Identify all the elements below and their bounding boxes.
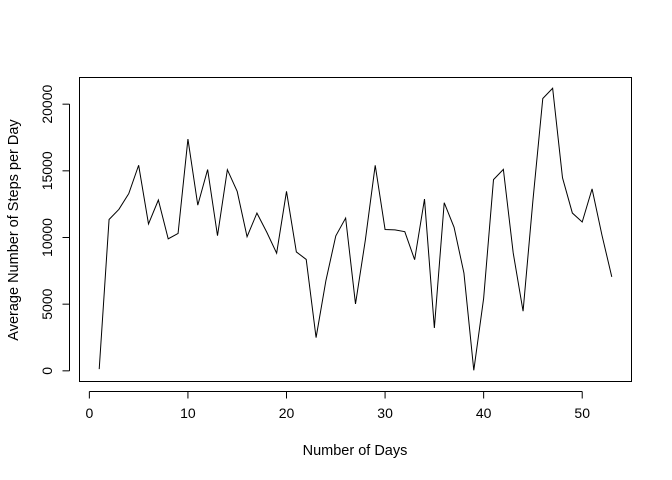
y-tick-label: 20000 bbox=[39, 84, 55, 123]
series-line bbox=[98, 87, 613, 371]
x-tick-label: 20 bbox=[279, 405, 295, 421]
x-tick-label: 30 bbox=[377, 405, 393, 421]
x-tick-label: 10 bbox=[180, 405, 196, 421]
y-tick-label: 10000 bbox=[39, 218, 55, 257]
y-tick-label: 0 bbox=[39, 367, 55, 375]
y-tick-label: 15000 bbox=[39, 151, 55, 190]
y-axis: 0 5000 10000 15000 20000 bbox=[39, 84, 70, 375]
y-tick-label: 5000 bbox=[39, 288, 55, 319]
y-axis-title: Average Number of Steps per Day bbox=[6, 119, 22, 341]
x-tick-label: 0 bbox=[85, 405, 93, 421]
x-axis: 0 10 20 30 40 50 bbox=[85, 391, 590, 421]
x-tick-label: 40 bbox=[476, 405, 492, 421]
x-tick-label: 50 bbox=[574, 405, 590, 421]
plot-box bbox=[79, 77, 632, 382]
x-axis-title: Number of Days bbox=[303, 443, 408, 459]
